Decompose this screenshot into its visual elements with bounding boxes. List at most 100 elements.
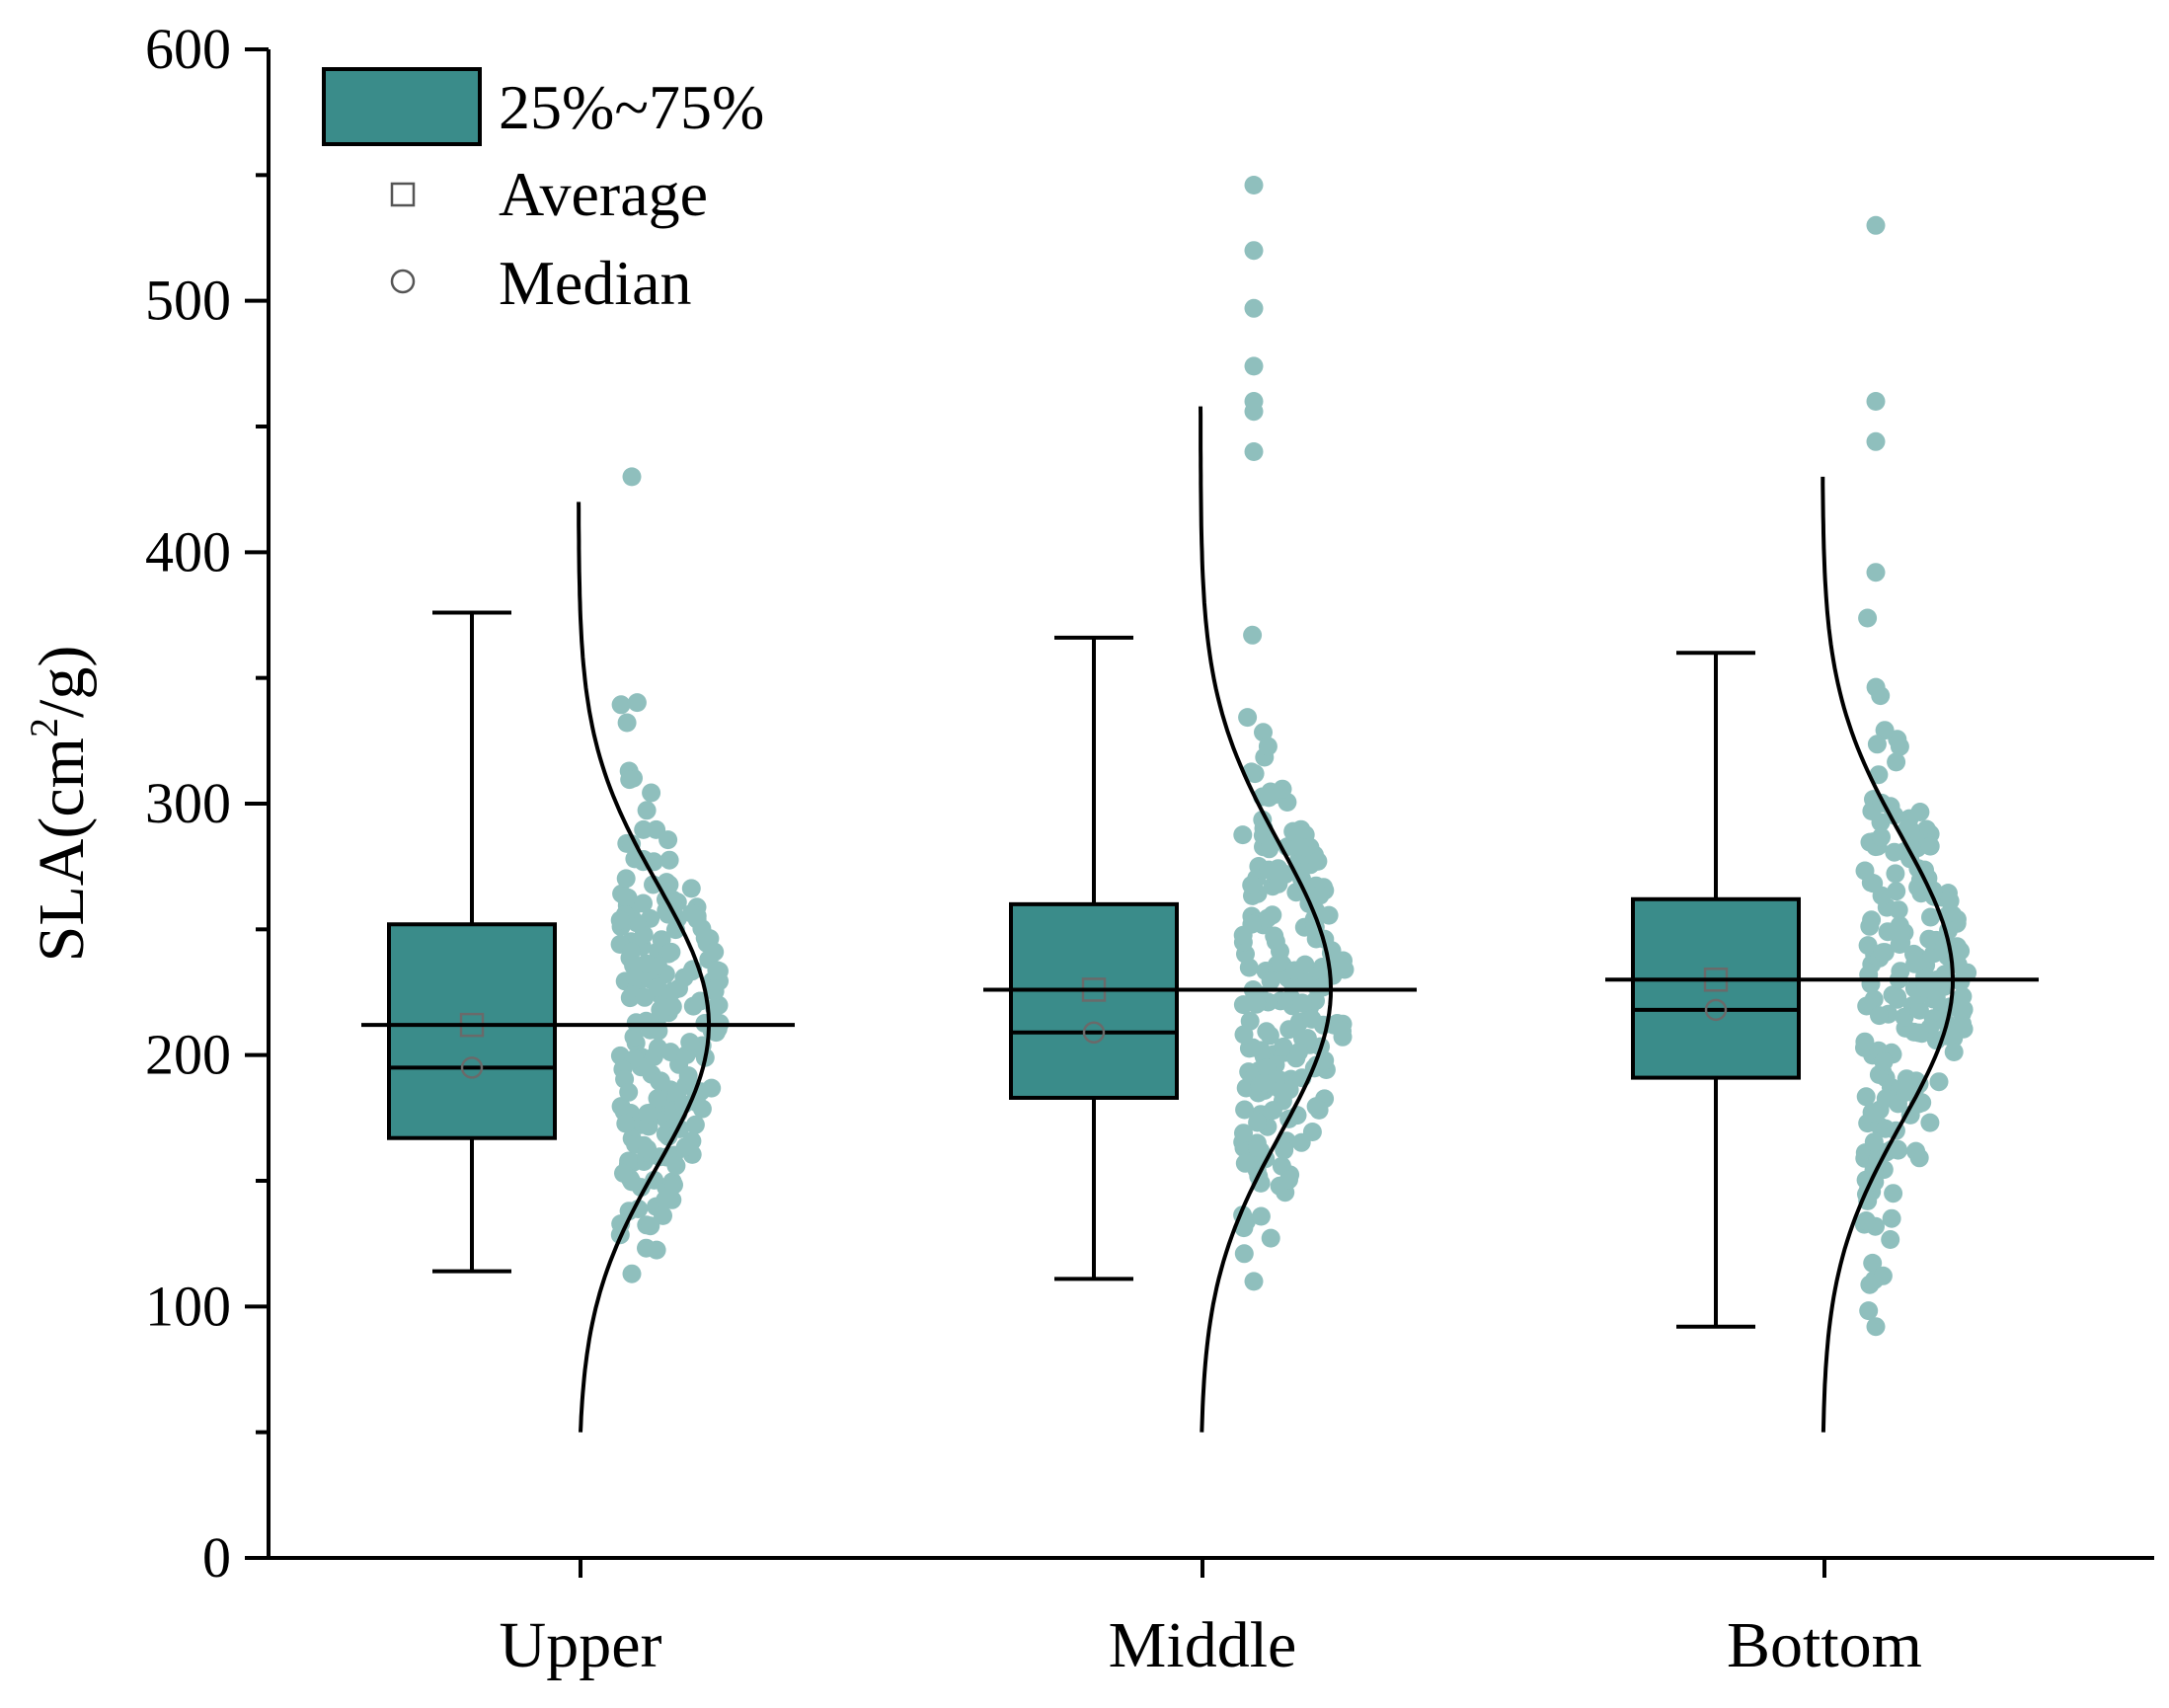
data-point — [1920, 836, 1940, 856]
distribution-curve — [1820, 476, 1956, 1433]
data-point — [636, 954, 656, 973]
legend-average-label: Average — [499, 159, 708, 229]
data-point — [616, 1114, 636, 1133]
data-point — [1870, 1006, 1889, 1026]
data-point — [648, 1089, 667, 1109]
data-point — [622, 467, 642, 487]
distribution-curve — [577, 502, 712, 1433]
data-point — [1274, 1037, 1293, 1056]
data-point — [705, 942, 725, 962]
data-point — [1909, 1148, 1929, 1168]
data-point — [656, 1190, 675, 1209]
data-point — [1261, 971, 1280, 990]
data-point — [1235, 1153, 1255, 1173]
data-point — [1237, 1211, 1256, 1231]
data-point — [685, 1115, 705, 1134]
data-point — [1259, 860, 1278, 880]
data-point — [1261, 1228, 1280, 1248]
data-point — [641, 1216, 660, 1236]
legend-box-label: 25%~75% — [499, 72, 764, 142]
data-point — [1309, 1100, 1329, 1120]
data-point — [1244, 356, 1264, 376]
x-categories: Upper Middle Bottom — [500, 1558, 1922, 1681]
data-point — [702, 1078, 722, 1098]
data-point — [1906, 1077, 1926, 1097]
data-point — [1242, 914, 1262, 934]
data-point — [1302, 1123, 1322, 1141]
data-point — [648, 977, 667, 997]
data-point — [1881, 1230, 1900, 1249]
data-point — [651, 1071, 670, 1091]
data-point — [1873, 943, 1893, 963]
data-point — [614, 1163, 633, 1183]
data-point — [1954, 1019, 1974, 1039]
data-point — [1233, 825, 1253, 845]
data-point — [1244, 392, 1264, 411]
data-point — [1263, 1101, 1282, 1121]
data-point — [1248, 1137, 1268, 1157]
data-point — [1920, 1113, 1940, 1132]
data-points — [1854, 215, 1977, 1337]
data-point — [1259, 788, 1278, 808]
data-point — [620, 770, 640, 790]
data-point — [1856, 1087, 1876, 1107]
data-point — [1909, 1000, 1929, 1020]
data-point — [1289, 837, 1309, 857]
data-point — [654, 1205, 672, 1225]
data-point — [658, 830, 678, 850]
data-point — [1855, 1032, 1875, 1051]
data-point — [625, 967, 645, 986]
data-point — [1248, 1113, 1268, 1132]
data-point — [1861, 974, 1881, 994]
data-point — [624, 1027, 644, 1047]
x-tick-label: Middle — [1109, 1609, 1297, 1681]
data-point — [1271, 953, 1290, 972]
y-tick-label: 400 — [145, 519, 231, 583]
y-tick-label: 100 — [145, 1274, 231, 1338]
data-point — [1891, 925, 1910, 945]
data-point — [1872, 886, 1892, 905]
data-point — [1866, 431, 1886, 451]
data-point — [1244, 1272, 1264, 1291]
data-point — [707, 961, 727, 980]
data-point — [1869, 765, 1889, 785]
legend-average-marker — [390, 182, 416, 207]
data-point — [1866, 392, 1886, 411]
y-axis-title: SLA(cm2/g) — [22, 646, 98, 963]
data-point — [678, 1066, 698, 1086]
data-point — [616, 869, 636, 889]
data-point — [1888, 989, 1907, 1009]
y-ticks: 0 100 200 300 400 500 600 — [145, 17, 269, 1590]
x-tick-label: Bottom — [1727, 1609, 1922, 1681]
data-point — [1273, 779, 1292, 799]
data-point — [1864, 1132, 1884, 1152]
data-point — [1308, 851, 1328, 871]
data-point — [1889, 1140, 1908, 1160]
data-point — [1929, 1072, 1949, 1092]
data-point — [619, 1082, 639, 1102]
legend-median-label: Median — [499, 248, 692, 318]
data-point — [1874, 1052, 1894, 1071]
data-point — [1866, 1317, 1886, 1337]
data-point — [615, 887, 635, 906]
data-point — [1235, 1100, 1255, 1120]
median-marker — [1704, 998, 1728, 1022]
data-point — [637, 801, 657, 820]
data-point — [1867, 735, 1887, 754]
data-point — [1243, 625, 1263, 645]
data-point — [1886, 864, 1905, 884]
data-point — [1887, 752, 1906, 772]
data-point — [1257, 1022, 1277, 1042]
legend-median-marker — [390, 269, 416, 294]
data-point — [1873, 1266, 1893, 1285]
data-point — [638, 1104, 658, 1124]
data-point — [657, 873, 676, 893]
data-point — [1251, 1206, 1271, 1226]
data-point — [1244, 176, 1264, 194]
data-point — [1238, 708, 1258, 728]
data-point — [664, 1175, 683, 1195]
data-point — [637, 1011, 656, 1031]
data-point — [1910, 803, 1930, 821]
iqr-box — [387, 922, 557, 1140]
